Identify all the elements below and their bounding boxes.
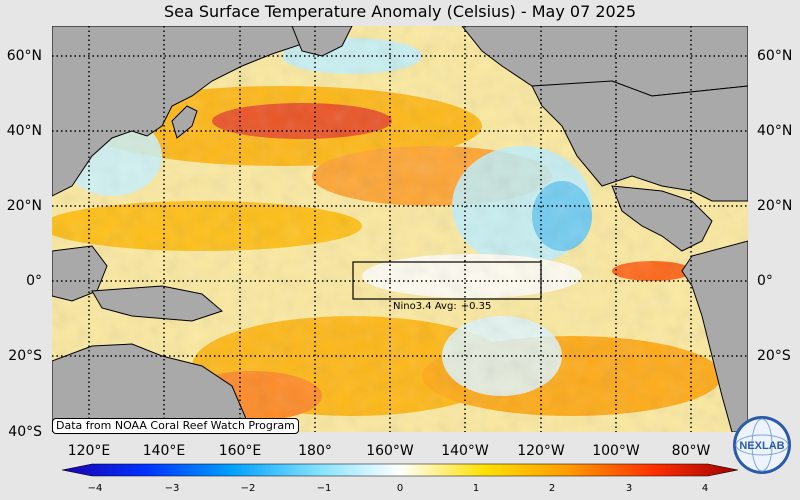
graticule [52,26,748,432]
landmasses [52,26,748,432]
lat-label-left: 20°N [6,198,42,214]
lon-label: 160°W [366,443,414,459]
colorbar [62,463,738,477]
logo-text: NEXLAB [739,440,784,452]
lon-label: 120°E [67,443,111,459]
map-title: Sea Surface Temperature Anomaly (Celsius… [163,2,637,21]
lon-label: 180° [298,443,332,459]
colorbar-tick: −4 [87,483,103,494]
data-credit: Data from NOAA Coral Reef Watch Program [52,418,299,434]
lat-label-left: 0° [26,273,42,289]
nino34-label: Nino3.4 Avg: [393,301,457,312]
lon-label: 140°E [142,443,186,459]
colorbar-tick: 2 [548,483,556,494]
colorbar-tick: 0 [396,483,404,494]
lon-label: 100°W [592,443,640,459]
colorbar-tick: −1 [316,483,332,494]
nino34-box [352,261,542,300]
nexlab-logo: NEXLAB [733,416,791,474]
lon-label: 160°E [218,443,262,459]
colorbar-tick: 4 [701,483,709,494]
nino34-annotation: Nino3.4 Avg: +0.35 [393,301,491,312]
lat-label-left: 20°S [8,348,42,364]
colorbar-tick: −3 [164,483,180,494]
map-graphic [52,26,748,432]
lon-label: 120°W [517,443,565,459]
lat-label-right: 60°N [757,48,793,64]
sst-anomaly-map [52,26,748,432]
lat-label-left: 40°S [8,424,42,440]
colorbar-tick: −2 [240,483,256,494]
lon-label: 80°W [671,443,711,459]
colorbar-tick: 3 [625,483,633,494]
lat-label-right: 40°N [757,123,793,139]
lat-label-left: 60°N [6,48,42,64]
colorbar-tick: 1 [472,483,480,494]
lat-label-right: 20°N [757,198,793,214]
lat-label-right: 20°S [757,348,791,364]
lon-label: 140°W [441,443,489,459]
nino34-value: +0.35 [460,301,492,312]
lat-label-right: 0° [757,273,773,289]
lat-label-left: 40°N [6,123,42,139]
